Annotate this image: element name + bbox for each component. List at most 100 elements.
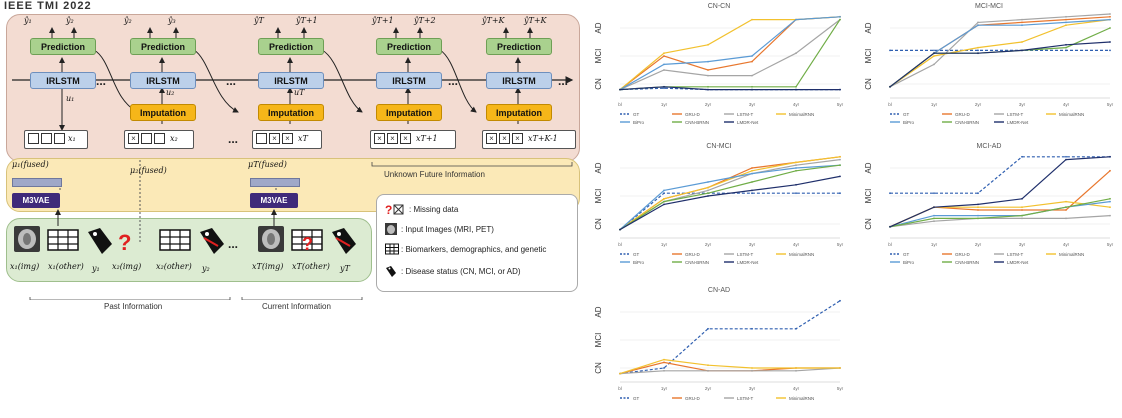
feature-cell — [41, 133, 52, 144]
x-tick-label: 1yr — [931, 102, 938, 107]
data-point — [663, 192, 665, 195]
yhat-label: ŷT+1 — [372, 16, 394, 25]
x-tick-label: 5yr — [837, 102, 844, 107]
x-tick-label: 2yr — [705, 386, 712, 391]
unknown-future-caption: Unknown Future Information — [384, 170, 485, 179]
data-point — [1065, 15, 1067, 18]
data-point — [751, 369, 753, 372]
x-tick-label: 5yr — [1107, 242, 1114, 247]
missing-cell: × — [374, 133, 385, 144]
legend-label: GRU-D — [955, 252, 970, 257]
mu-label: μ₂(fused) — [130, 166, 167, 175]
x-label: x₁ — [68, 134, 76, 143]
tag-icon — [200, 228, 224, 254]
data-point — [663, 87, 665, 90]
series-line — [889, 27, 1111, 88]
data-point — [707, 60, 709, 63]
data-point — [751, 367, 753, 369]
input-label: x₁(other) — [48, 262, 84, 271]
data-point — [839, 155, 841, 158]
missing-cell: × — [282, 133, 293, 144]
x-tick-label: 5yr — [837, 242, 844, 247]
brain-image-icon — [385, 223, 397, 235]
legend-label: GRU-D — [955, 112, 970, 117]
data-point — [751, 181, 753, 183]
legend-text: : Input Images (MRI, PET) — [401, 224, 494, 234]
irlstm-box: IRLSTM — [486, 72, 552, 89]
legend-label: MinimalRNN — [1059, 252, 1084, 257]
legend-label: LMDR-Net — [1007, 120, 1029, 125]
chart-legend: GT GRU-D LSTM-T MinimalRNN — [620, 396, 814, 401]
y-tick-label: MCI — [594, 189, 603, 204]
series-line — [619, 19, 841, 91]
irlstm-box: IRLSTM — [30, 72, 96, 89]
data-point — [663, 200, 665, 203]
data-point — [707, 69, 709, 71]
data-point — [751, 88, 753, 91]
x-tick-label: 2yr — [705, 102, 712, 107]
data-point — [707, 192, 709, 195]
x-tick-label: 4yr — [793, 102, 800, 107]
x-tick-label: 3yr — [1019, 242, 1026, 247]
data-point — [663, 358, 665, 361]
chart-legend: GT GRU-D LSTM-T MinimalRNN BiPro CNN-BRNN LMDR… — [890, 252, 1084, 265]
legend-label: CNN-BRNN — [685, 260, 709, 265]
data-point — [977, 192, 979, 195]
chart-panel: CN-CN CN MCI AD bl 1yr 2yr 3yr 4yr 5yr GT GRU-D LSTM… — [594, 3, 844, 125]
data-point — [1109, 206, 1111, 209]
data-point — [933, 63, 935, 66]
missing-biomarker-icon: ? — [302, 234, 313, 254]
data-point — [1065, 217, 1067, 220]
y-tick-label: AD — [864, 162, 873, 173]
feature-cell — [141, 133, 152, 144]
imputation-box: Imputation — [486, 104, 552, 121]
x-tick-label: 1yr — [661, 102, 668, 107]
data-point — [839, 18, 841, 21]
feature-cell — [154, 133, 165, 144]
data-point — [795, 161, 797, 164]
data-point — [663, 63, 665, 66]
fused-embedding-bar — [12, 178, 62, 187]
data-point — [977, 203, 979, 206]
data-point — [707, 369, 709, 372]
data-point — [839, 299, 841, 302]
feature-cell — [54, 133, 65, 144]
data-point — [1021, 206, 1023, 209]
data-point — [663, 203, 665, 206]
y-tick-label: MCI — [594, 333, 603, 348]
u-label: u₂ — [166, 88, 175, 97]
legend-label: BiPro — [633, 260, 645, 265]
ellipsis: ... — [228, 132, 239, 146]
input-label: yT — [340, 264, 350, 273]
prediction-box: Prediction — [376, 38, 442, 55]
y-tick-label: AD — [594, 162, 603, 173]
legend-label: CNN-BRNN — [955, 120, 979, 125]
tag-icon — [385, 265, 397, 277]
legend-label: MinimalRNN — [1059, 112, 1084, 117]
tag-icon — [88, 228, 112, 254]
irlstm-box: IRLSTM — [376, 72, 442, 89]
yhat-label: ŷT+K — [482, 16, 505, 25]
data-point — [795, 164, 797, 167]
x-tick-label: 3yr — [749, 102, 756, 107]
data-point — [707, 85, 709, 88]
data-point — [1065, 21, 1067, 24]
data-point — [889, 85, 891, 88]
ellipsis: ... — [558, 74, 569, 88]
data-point — [663, 189, 665, 192]
data-point — [1021, 214, 1023, 217]
series-line — [619, 159, 841, 231]
chart-title: CN-CN — [708, 3, 731, 10]
x-tick-label: bl — [888, 242, 892, 247]
data-point — [1021, 217, 1023, 220]
data-point — [933, 220, 935, 223]
u-label: uT — [294, 88, 305, 97]
data-point — [839, 158, 841, 161]
data-point — [933, 206, 935, 209]
legend-label: GRU-D — [685, 252, 700, 257]
legend-label: GRU-D — [685, 396, 700, 401]
mu-label: μT(fused) — [248, 160, 287, 169]
data-point — [839, 175, 841, 178]
legend-label: BiPro — [903, 260, 915, 265]
x-tick-label: 4yr — [793, 386, 800, 391]
